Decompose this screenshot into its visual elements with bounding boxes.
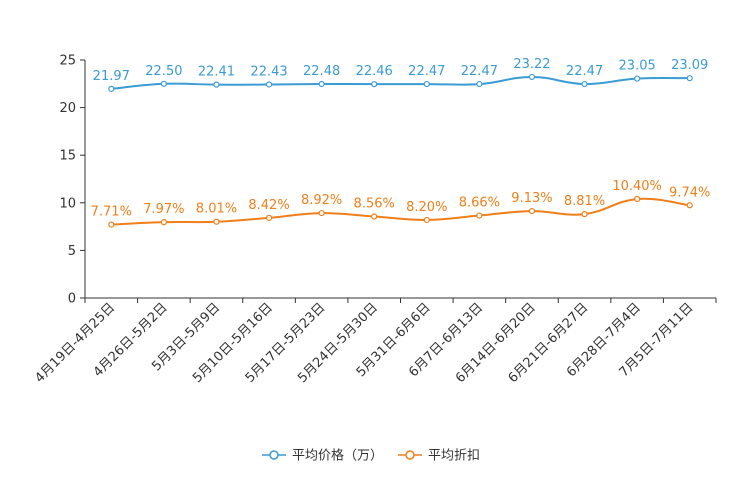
data-label: 22.43 xyxy=(250,64,287,79)
data-point[interactable] xyxy=(423,216,430,224)
data-label: 21.97 xyxy=(93,69,130,84)
data-point[interactable] xyxy=(634,75,641,82)
y-tick-label: 0 xyxy=(68,292,76,307)
legend-item-1[interactable]: 平均价格（万） xyxy=(262,448,383,464)
legend-marker-icon xyxy=(405,450,415,460)
y-tick-label: 5 xyxy=(68,244,76,259)
data-label: 8.92% xyxy=(301,193,342,208)
data-point[interactable] xyxy=(213,81,220,88)
data-point[interactable] xyxy=(265,81,273,88)
series-1: 21.97 22.50 22.41 22.43 22.48 22.46 22.47 22.47… xyxy=(93,57,708,92)
data-point[interactable] xyxy=(581,211,588,218)
data-label: 22.48 xyxy=(303,64,340,79)
y-axis: 0 5 10 15 20 25 xyxy=(59,54,86,307)
data-point[interactable] xyxy=(476,80,483,88)
data-point[interactable] xyxy=(686,202,693,209)
data-label: 10.40% xyxy=(612,179,662,194)
legend-label: 平均折扣 xyxy=(428,449,480,464)
legend-marker-icon xyxy=(269,450,279,460)
data-point[interactable] xyxy=(476,212,483,219)
data-label: 22.46 xyxy=(356,64,393,79)
data-label: 22.41 xyxy=(198,65,235,80)
legend-item-2[interactable]: 平均折扣 xyxy=(398,449,480,464)
data-point[interactable] xyxy=(265,214,273,221)
data-label: 22.47 xyxy=(566,64,603,79)
data-label: 9.13% xyxy=(511,191,552,206)
series-line-2 xyxy=(111,197,690,226)
series-2: 7.71% 7.97% 8.01% 8.42% 8.92% 8.56% 8.20% 8.66%… xyxy=(91,179,710,228)
legend-label: 平均价格（万） xyxy=(292,448,383,464)
data-point[interactable] xyxy=(213,218,220,225)
data-label: 23.09 xyxy=(671,58,708,73)
y-tick-label: 25 xyxy=(59,54,76,69)
data-point[interactable] xyxy=(423,80,430,88)
data-point[interactable] xyxy=(318,209,325,217)
data-point[interactable] xyxy=(581,80,588,88)
x-axis: 4月19日-4月25日4月26日-5月2日5月3日-5月9日5月10日-5月16… xyxy=(32,297,717,386)
data-label: 22.47 xyxy=(461,64,498,79)
data-label: 22.50 xyxy=(145,64,182,79)
data-label: 7.71% xyxy=(91,205,132,220)
data-label: 9.74% xyxy=(669,185,710,200)
series-layer: 21.97 22.50 22.41 22.43 22.48 22.46 22.47 22.47… xyxy=(91,57,710,228)
data-point[interactable] xyxy=(634,195,641,203)
data-point[interactable] xyxy=(528,207,536,215)
data-point[interactable] xyxy=(318,80,325,88)
legend[interactable]: 平均价格（万） 平均折扣 xyxy=(262,448,480,464)
data-label: 8.01% xyxy=(196,202,237,217)
data-point[interactable] xyxy=(160,219,167,226)
data-label: 8.42% xyxy=(248,198,289,213)
data-point[interactable] xyxy=(160,80,167,87)
data-point[interactable] xyxy=(686,75,693,82)
data-point[interactable] xyxy=(371,81,378,88)
data-point[interactable] xyxy=(108,221,115,228)
data-label: 23.22 xyxy=(513,57,550,72)
data-point[interactable] xyxy=(371,213,378,220)
data-label: 8.20% xyxy=(406,200,447,215)
y-tick-label: 20 xyxy=(59,101,76,116)
y-tick-label: 15 xyxy=(59,149,76,164)
data-point[interactable] xyxy=(108,85,115,92)
data-label: 8.81% xyxy=(564,194,605,209)
y-tick-label: 10 xyxy=(59,196,76,211)
data-label: 8.56% xyxy=(354,197,395,212)
data-label: 7.97% xyxy=(143,202,184,217)
data-label: 8.66% xyxy=(459,196,500,211)
data-point[interactable] xyxy=(528,73,536,81)
data-label: 22.47 xyxy=(408,64,445,79)
data-label: 23.05 xyxy=(619,59,656,74)
series-line-1 xyxy=(111,75,690,90)
